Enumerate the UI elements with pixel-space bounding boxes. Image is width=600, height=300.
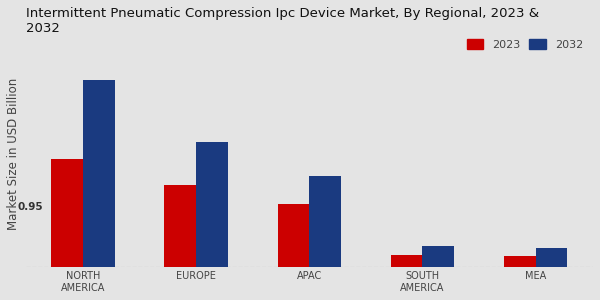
Bar (196, 142, 228, 267)
Y-axis label: Market Size in USD Billion: Market Size in USD Billion (7, 77, 20, 230)
Text: Intermittent Pneumatic Compression Ipc Device Market, By Regional, 2023 &
2032: Intermittent Pneumatic Compression Ipc D… (26, 7, 539, 35)
Text: 0.95: 0.95 (18, 202, 43, 212)
Bar (391, 255, 422, 267)
Bar (164, 185, 196, 267)
Bar (309, 176, 341, 267)
Bar (278, 204, 309, 267)
Bar (536, 248, 567, 267)
Legend: 2023, 2032: 2023, 2032 (462, 34, 587, 54)
Bar (83, 80, 115, 267)
Bar (504, 256, 536, 267)
Bar (422, 246, 454, 267)
Bar (51, 159, 83, 267)
